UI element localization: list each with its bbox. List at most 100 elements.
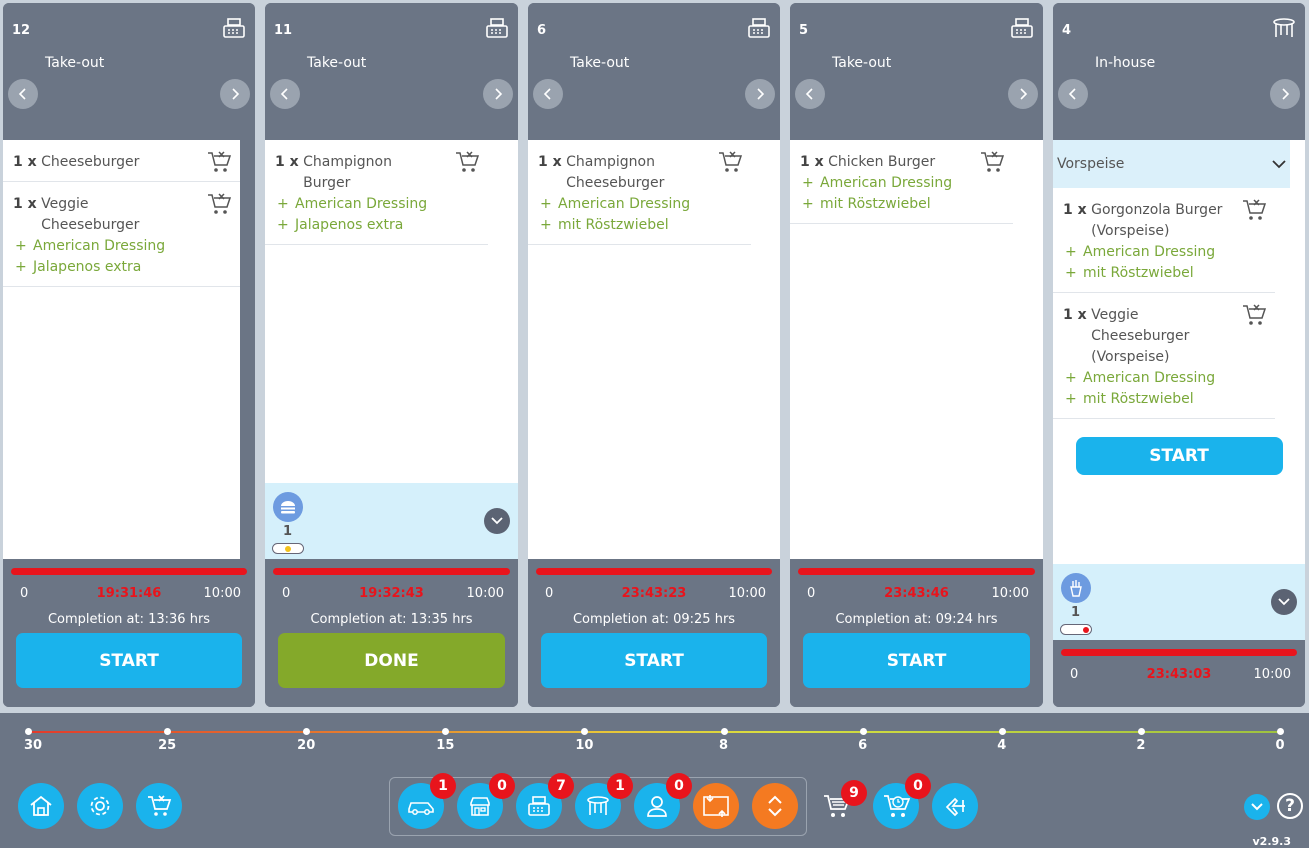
cancel-item-cart-icon[interactable] <box>206 192 232 216</box>
filter-inhouse-button[interactable]: 1 <box>575 773 633 829</box>
chevron-down-icon <box>1278 598 1290 606</box>
timeline-label: 0 <box>1275 738 1285 753</box>
time-start: 0 <box>1070 667 1079 682</box>
done-button[interactable]: DONE <box>278 633 505 688</box>
car-icon <box>408 802 434 815</box>
time-row: 0 19:32:43 10:00 <box>265 586 518 604</box>
next-button[interactable] <box>1008 79 1038 109</box>
modifier-text: mit Röstzwiebel <box>558 217 669 233</box>
start-course-button[interactable]: START <box>1075 437 1283 475</box>
order-footer: 0 19:32:43 10:00 Completion at: 13:35 hr… <box>265 559 518 707</box>
collapse-toolbar-button[interactable] <box>1244 794 1270 820</box>
start-button[interactable]: START <box>16 633 242 688</box>
filter-group <box>389 777 807 836</box>
chevron-left-icon <box>1068 88 1076 100</box>
burger-icon <box>273 492 303 522</box>
home-icon <box>30 795 52 816</box>
station-status <box>272 543 304 554</box>
prev-button[interactable] <box>1058 79 1088 109</box>
filter-takeout-button[interactable]: 7 <box>516 773 574 829</box>
modifier-text: American Dressing <box>1083 370 1216 386</box>
time-start: 0 <box>545 586 554 601</box>
cancelled-orders-button[interactable] <box>136 783 182 829</box>
cash-register-icon <box>528 796 550 816</box>
item-modifier: + American Dressing <box>802 175 953 191</box>
count-badge: 0 <box>905 773 931 799</box>
fries-icon <box>1061 573 1091 603</box>
course-group-header[interactable]: Vorspeise <box>1053 140 1290 188</box>
item-modifier: + mit Röstzwiebel <box>1065 265 1194 281</box>
prev-button[interactable] <box>8 79 38 109</box>
order-footer: 0 19:31:46 10:00 Completion at: 13:36 hr… <box>3 559 255 707</box>
order-item[interactable]: 1 x Veggie Cheeseburger (Vorspeise) + Ame… <box>1053 293 1275 419</box>
order-item[interactable]: 1 x Champignon Cheeseburger + American Dr… <box>528 140 751 245</box>
prev-button[interactable] <box>270 79 300 109</box>
order-header: 4 In-house <box>1053 3 1305 140</box>
chevron-right-icon <box>757 88 765 100</box>
item-name: Champignon Burger <box>303 154 392 191</box>
cancel-item-cart-icon[interactable] <box>454 150 480 174</box>
next-button[interactable] <box>1270 79 1300 109</box>
cart-button[interactable]: 9 <box>817 780 867 826</box>
time-row: 0 19:31:46 10:00 <box>3 586 255 604</box>
chevron-left-icon <box>543 88 551 100</box>
cancel-item-cart-icon[interactable] <box>979 150 1005 174</box>
order-item[interactable]: 1 x Champignon Burger + American Dressing… <box>265 140 488 245</box>
timeline-tick <box>859 728 867 735</box>
progress-bar <box>273 568 510 575</box>
chevron-down-icon <box>491 517 503 525</box>
settings-button[interactable] <box>77 783 123 829</box>
station-panel: 1 <box>1053 564 1305 640</box>
expand-button[interactable] <box>484 508 510 534</box>
modifier-text: mit Röstzwiebel <box>820 196 931 212</box>
item-modifier: + mit Röstzwiebel <box>1065 391 1194 407</box>
swap-view-button[interactable] <box>693 783 739 829</box>
start-button[interactable]: START <box>803 633 1030 688</box>
expand-collapse-icon <box>768 795 782 817</box>
next-button[interactable] <box>483 79 513 109</box>
order-item[interactable]: 1 x Cheeseburger <box>3 140 240 182</box>
time-start: 0 <box>807 586 816 601</box>
order-number: 4 <box>1062 23 1072 38</box>
cancel-item-cart-icon[interactable] <box>206 150 232 174</box>
filter-delivery-button[interactable]: 1 <box>398 773 456 829</box>
item-modifier: + American Dressing <box>15 238 166 254</box>
help-button[interactable]: ? <box>1277 793 1303 819</box>
elapsed-time: 23:43:03 <box>1146 667 1212 682</box>
item-modifier: + Jalapenos extra <box>15 259 142 275</box>
settings-icon <box>90 796 110 816</box>
chevron-left-icon <box>18 88 26 100</box>
timeline-label: 10 <box>575 738 594 753</box>
filter-store-button[interactable]: 0 <box>457 773 515 829</box>
order-items: 1 x Cheeseburger 1 x Veggie Cheeseburger… <box>3 140 240 559</box>
cash-register-icon <box>1011 18 1033 38</box>
count-badge: 0 <box>666 773 692 799</box>
next-button[interactable] <box>745 79 775 109</box>
prev-button[interactable] <box>533 79 563 109</box>
prev-button[interactable] <box>795 79 825 109</box>
order-item[interactable]: 1 x Veggie Cheeseburger + American Dressi… <box>3 182 240 287</box>
cancel-item-cart-icon[interactable] <box>717 150 743 174</box>
cash-register-icon <box>486 18 508 38</box>
order-item[interactable]: 1 x Gorgonzola Burger (Vorspeise) + Ameri… <box>1053 188 1275 293</box>
item-modifier: + Jalapenos extra <box>277 217 404 233</box>
home-button[interactable] <box>18 783 64 829</box>
scheduled-cart-icon <box>884 795 910 817</box>
hand-over-button[interactable] <box>932 783 978 829</box>
filter-person-button[interactable]: 0 <box>634 773 692 829</box>
chevron-right-icon <box>1282 88 1290 100</box>
progress-bar <box>1061 649 1297 656</box>
order-item[interactable]: 1 x Chicken Burger + American Dressing + m… <box>790 140 1013 224</box>
sort-button[interactable] <box>752 783 798 829</box>
start-button[interactable]: START <box>541 633 767 688</box>
scheduled-cart-button[interactable]: 0 <box>873 773 931 829</box>
expand-button[interactable] <box>1271 589 1297 615</box>
cancel-item-cart-icon[interactable] <box>1241 198 1267 222</box>
timeline-scale <box>28 731 1280 733</box>
timeline-label: 30 <box>23 738 43 753</box>
chevron-down-icon <box>1272 159 1286 168</box>
item-name: Veggie Cheeseburger <box>41 196 140 233</box>
cancel-item-cart-icon[interactable] <box>1241 303 1267 327</box>
next-button[interactable] <box>220 79 250 109</box>
hand-pointer-icon <box>945 797 965 817</box>
